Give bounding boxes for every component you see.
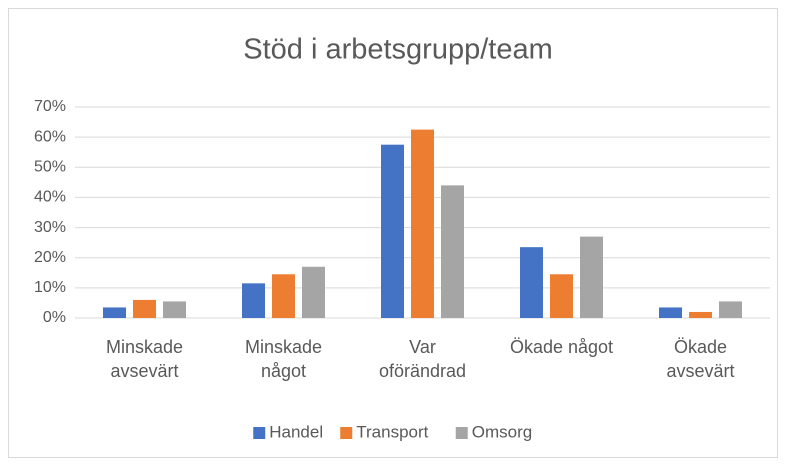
bar <box>381 144 404 318</box>
y-tick-label: 60% <box>34 128 66 145</box>
bar <box>550 274 573 318</box>
bar <box>580 236 603 318</box>
x-tick-label: Var oförändrad <box>378 337 467 381</box>
bar <box>659 307 682 318</box>
bar <box>411 129 434 318</box>
bar <box>441 185 464 318</box>
y-tick-label: 10% <box>34 279 66 296</box>
legend-label: Omsorg <box>472 422 532 441</box>
y-tick-label: 70% <box>34 98 66 115</box>
chart-title: Stöd i arbetsgrupp/team <box>243 34 553 66</box>
legend-label: Transport <box>356 422 428 441</box>
bar <box>689 311 712 318</box>
bar <box>103 307 126 318</box>
y-tick-label: 50% <box>34 159 66 176</box>
x-tick-label: Minskade avsevärt <box>105 337 184 381</box>
y-tick-label: 0% <box>43 309 66 326</box>
bar <box>719 301 742 318</box>
bar <box>242 283 265 318</box>
x-tick-label: Minskade något <box>244 337 323 381</box>
legend-swatch <box>455 427 468 439</box>
bar <box>302 266 325 318</box>
y-tick-label: 40% <box>34 189 66 206</box>
bar <box>272 274 295 318</box>
y-tick-label: 30% <box>34 219 66 236</box>
bar <box>163 301 186 318</box>
y-tick-label: 20% <box>34 249 66 266</box>
bar <box>133 299 156 318</box>
x-tick-label: Ökade något <box>509 337 614 357</box>
legend-label: Handel <box>269 422 323 441</box>
legend-swatch <box>253 427 266 439</box>
bar <box>520 247 543 318</box>
x-tick-label: Ökade avsevärt <box>666 337 735 381</box>
legend-swatch <box>340 427 353 439</box>
